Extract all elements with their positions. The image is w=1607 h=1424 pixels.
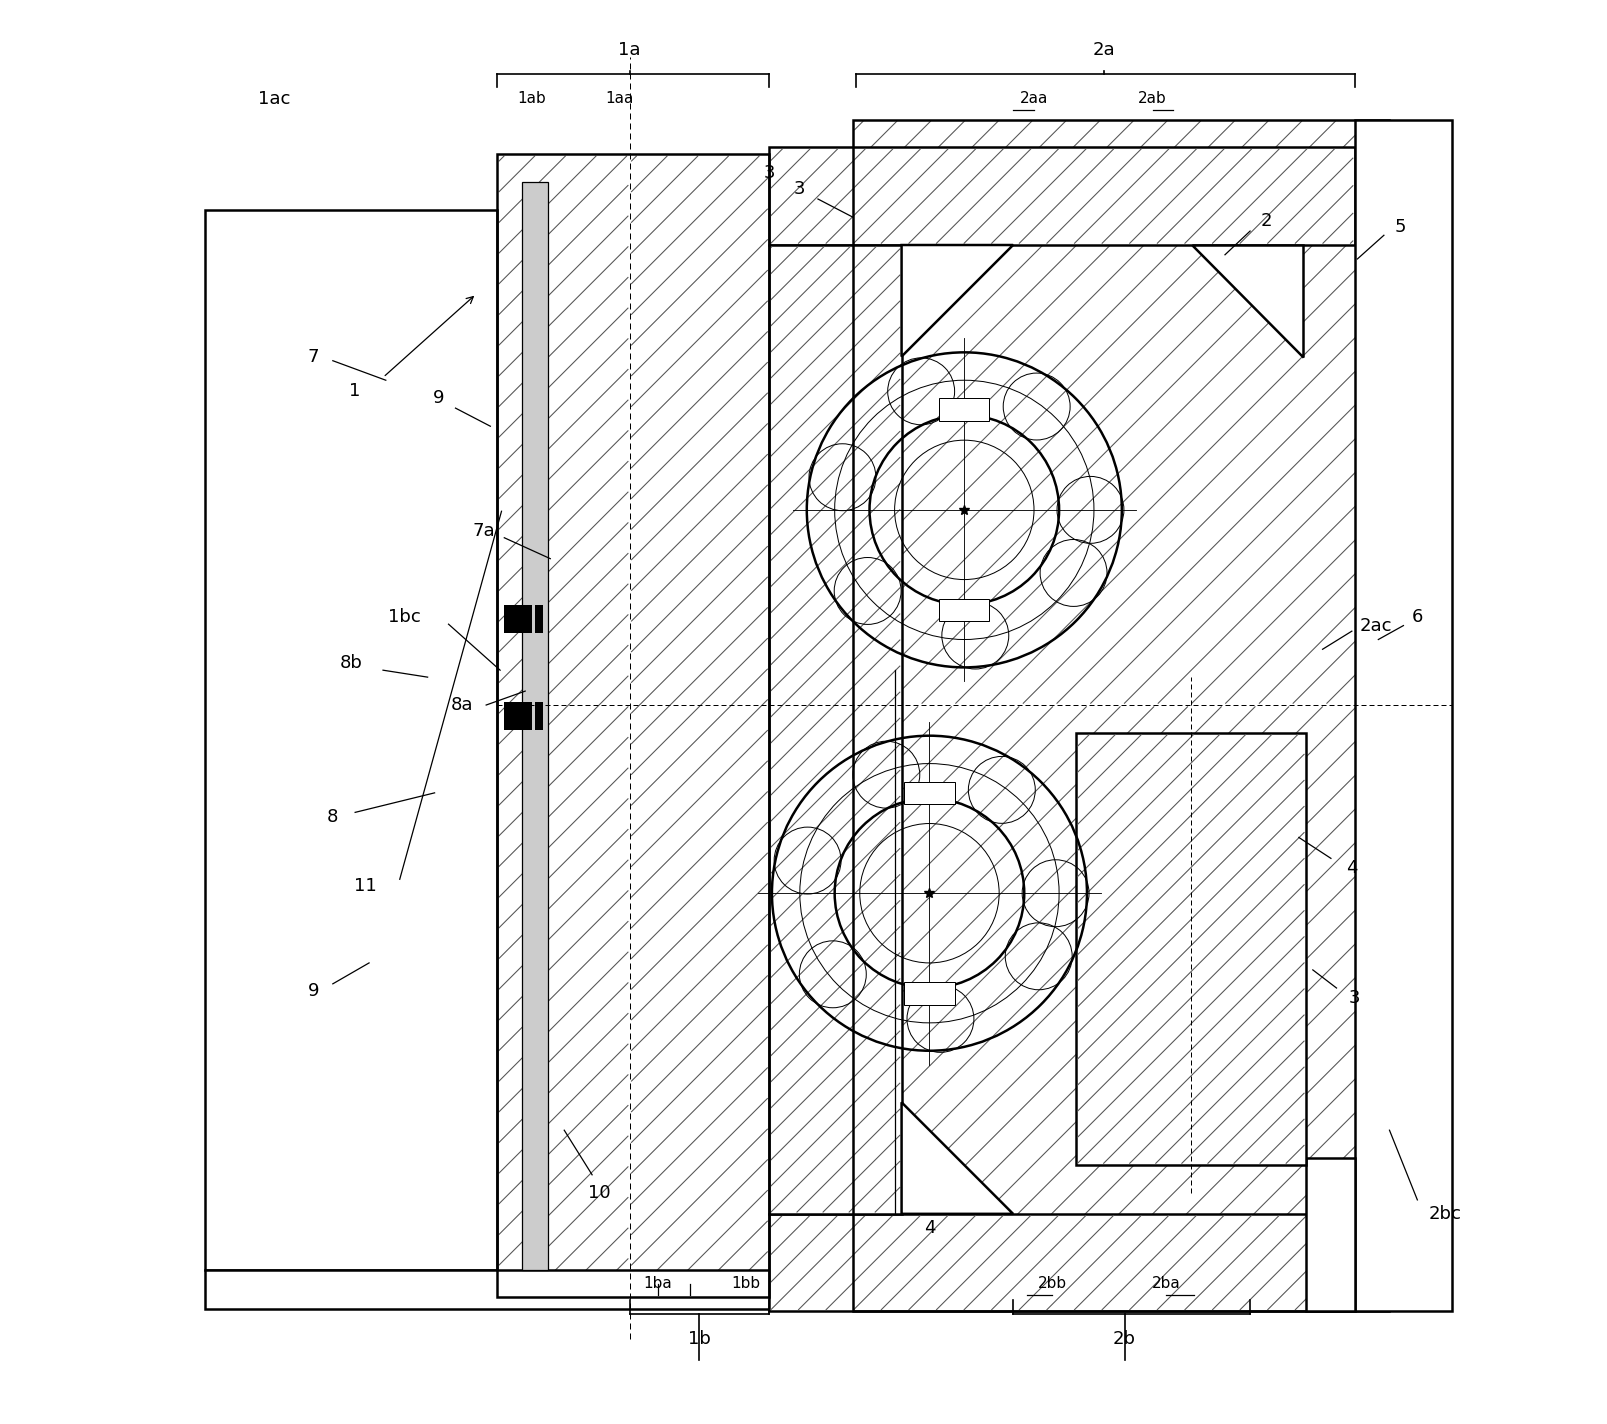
- Text: 2a: 2a: [1091, 41, 1114, 58]
- Bar: [535, 605, 543, 632]
- Text: 6: 6: [1411, 608, 1422, 627]
- Text: 2: 2: [1260, 212, 1271, 231]
- Polygon shape: [902, 1102, 1012, 1213]
- Text: 1ba: 1ba: [643, 1276, 672, 1292]
- Text: 2bb: 2bb: [1037, 1276, 1065, 1292]
- Text: 8: 8: [326, 807, 339, 826]
- Bar: [630, 154, 768, 1297]
- Text: 4: 4: [922, 1219, 935, 1237]
- Bar: [204, 211, 497, 1270]
- Bar: [768, 1213, 1353, 1312]
- Bar: [1075, 733, 1305, 1165]
- Bar: [535, 702, 543, 731]
- Bar: [522, 182, 546, 1270]
- Text: 3: 3: [1348, 988, 1360, 1007]
- Text: 2aa: 2aa: [1019, 91, 1048, 107]
- Text: 2ab: 2ab: [1138, 91, 1167, 107]
- Text: 1: 1: [349, 383, 360, 400]
- Text: 2bc: 2bc: [1429, 1205, 1461, 1223]
- Text: 1b: 1b: [688, 1330, 710, 1349]
- Bar: [204, 1270, 797, 1309]
- Polygon shape: [902, 245, 1012, 356]
- Bar: [852, 705, 1388, 1312]
- Bar: [852, 120, 1388, 1312]
- Bar: [768, 148, 1353, 245]
- Bar: [903, 983, 955, 1005]
- Text: 10: 10: [588, 1183, 611, 1202]
- Text: 2ba: 2ba: [1151, 1276, 1180, 1292]
- Text: 2b: 2b: [1112, 1330, 1136, 1349]
- Text: 9: 9: [432, 389, 444, 407]
- Bar: [505, 605, 532, 632]
- Bar: [852, 120, 1388, 705]
- Text: 3: 3: [794, 181, 805, 198]
- Bar: [1305, 1158, 1353, 1312]
- Text: 1bc: 1bc: [387, 608, 419, 627]
- Bar: [497, 154, 768, 1297]
- Text: 7a: 7a: [472, 521, 495, 540]
- Text: 5: 5: [1393, 218, 1406, 236]
- Bar: [903, 782, 955, 805]
- Text: 1aa: 1aa: [606, 91, 633, 107]
- Text: 7: 7: [307, 347, 318, 366]
- Text: 3: 3: [763, 164, 775, 181]
- Text: 1a: 1a: [619, 41, 641, 58]
- Polygon shape: [1191, 245, 1302, 356]
- Bar: [1353, 120, 1451, 1312]
- Bar: [938, 600, 988, 621]
- Text: 1ab: 1ab: [517, 91, 546, 107]
- Bar: [497, 154, 630, 1297]
- Text: 8a: 8a: [452, 696, 474, 713]
- Text: 4: 4: [1345, 859, 1356, 877]
- Text: 1bb: 1bb: [731, 1276, 760, 1292]
- Text: 1ac: 1ac: [259, 90, 291, 108]
- Bar: [768, 245, 902, 1213]
- Bar: [938, 399, 988, 420]
- Text: 2ac: 2ac: [1358, 617, 1392, 635]
- Text: 9: 9: [307, 981, 318, 1000]
- Text: 8b: 8b: [339, 654, 362, 672]
- Bar: [505, 702, 532, 731]
- Text: 11: 11: [354, 877, 376, 896]
